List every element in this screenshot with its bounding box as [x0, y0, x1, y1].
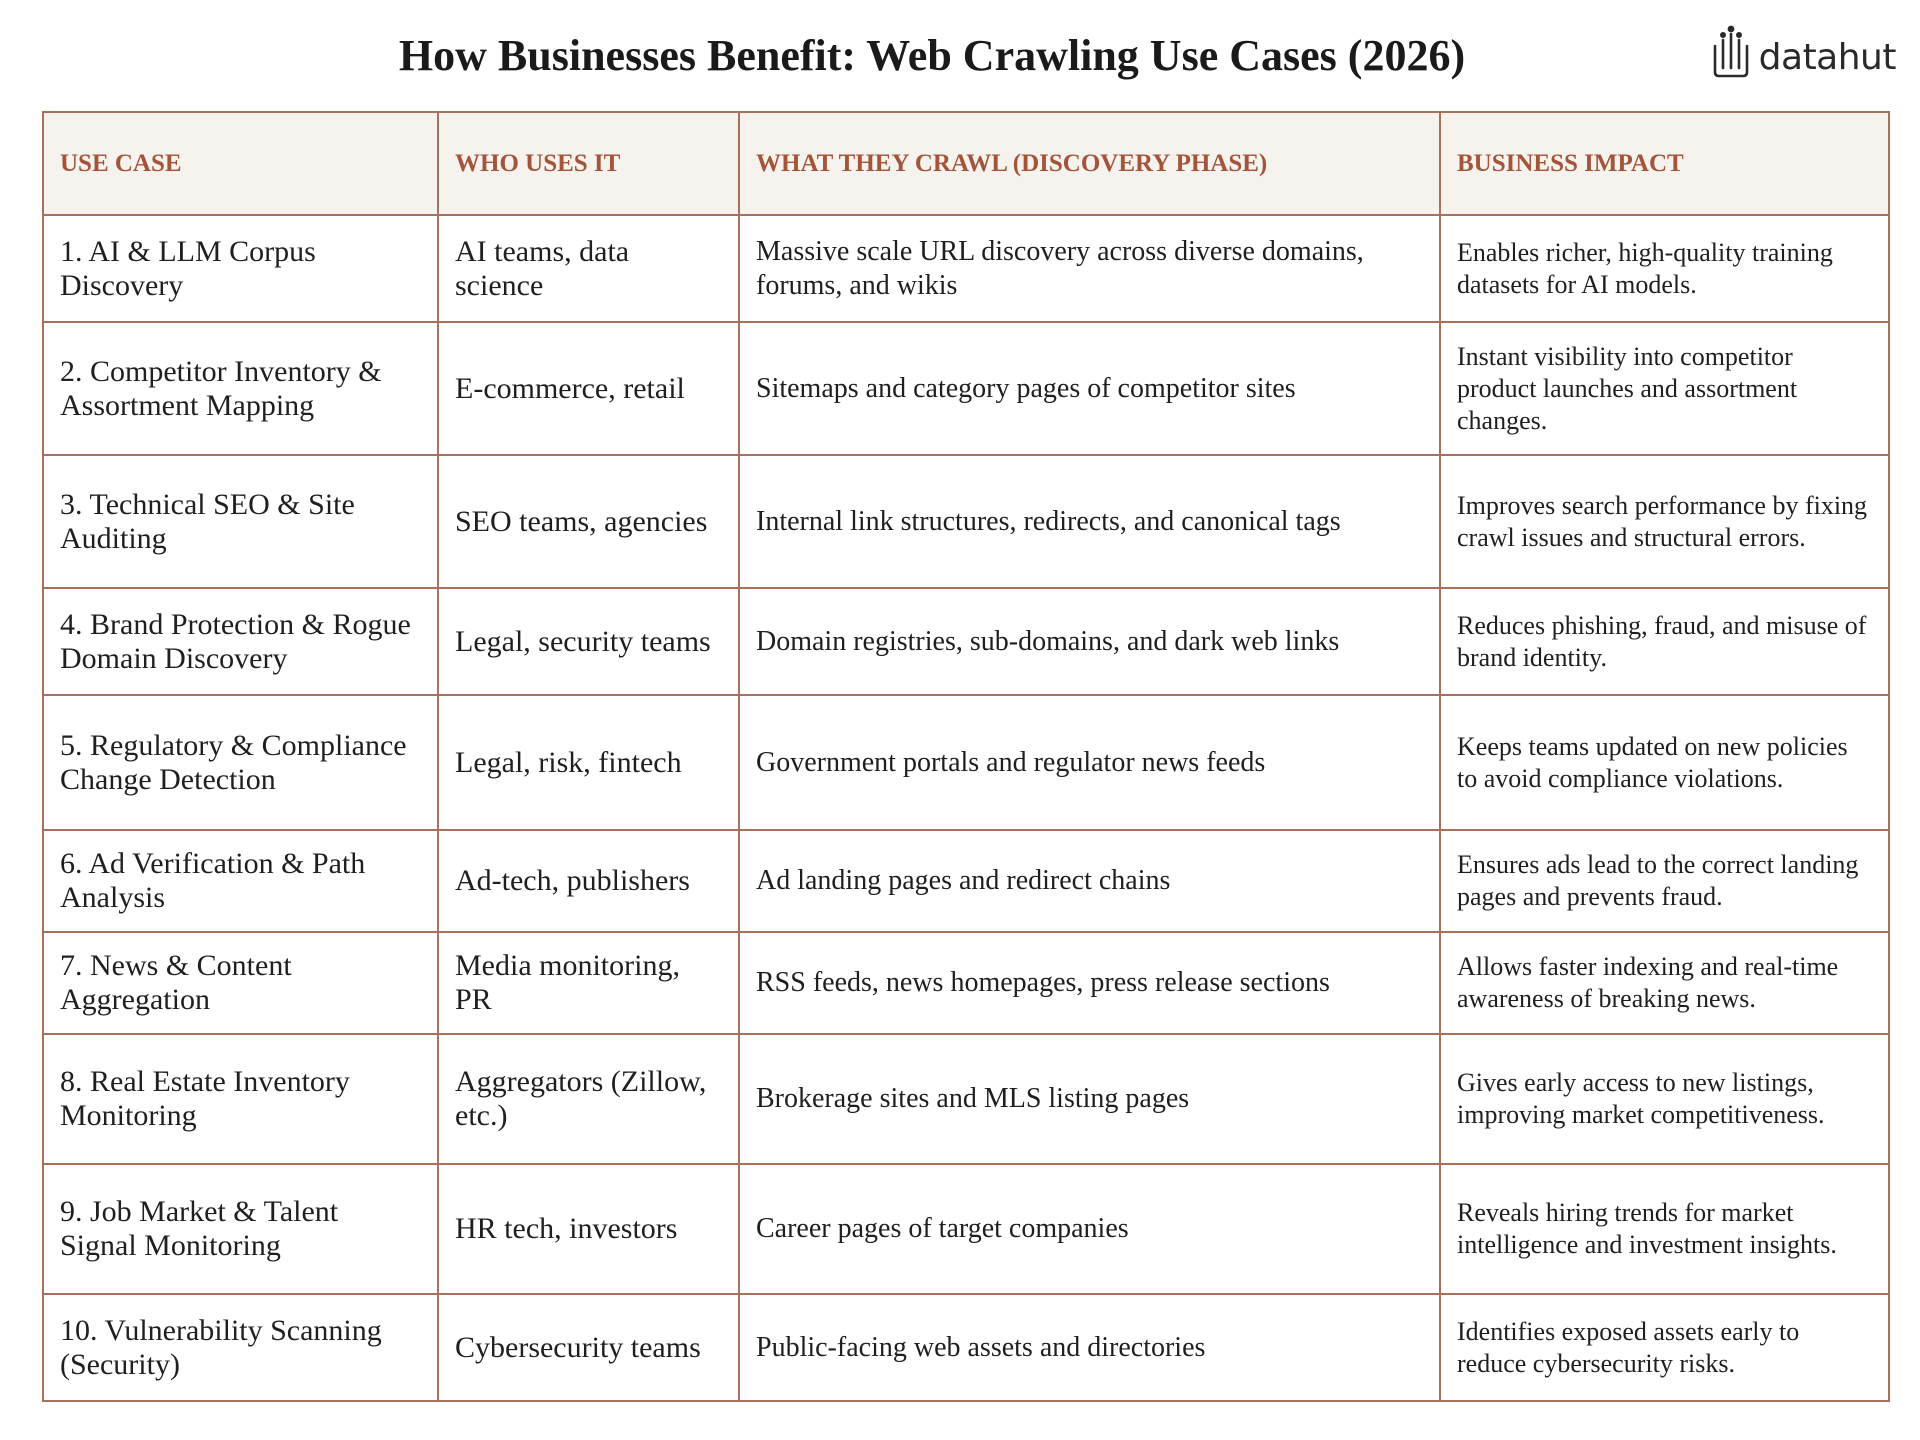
what-they-crawl-cell: Brokerage sites and MLS listing pages: [738, 1033, 1441, 1165]
what-they-crawl-cell: Internal link structures, redirects, and…: [738, 454, 1441, 589]
who-uses-cell: Media monitoring, PR: [437, 931, 740, 1035]
use-case-cell: 2. Competitor Inventory & Assortment Map…: [42, 321, 439, 456]
use-case-table: USE CASE WHO USES IT WHAT THEY CRAWL (DI…: [42, 111, 1890, 1402]
table-row: 7. News & Content Aggregation Media moni…: [42, 931, 1890, 1035]
what-they-crawl-cell: Career pages of target companies: [738, 1163, 1441, 1295]
table-row: 6. Ad Verification & Path Analysis Ad-te…: [42, 829, 1890, 933]
use-case-cell: 4. Brand Protection & Rogue Domain Disco…: [42, 587, 439, 696]
use-case-cell: 6. Ad Verification & Path Analysis: [42, 829, 439, 933]
use-case-cell: 8. Real Estate Inventory Monitoring: [42, 1033, 439, 1165]
who-uses-cell: Aggregators (Zillow, etc.): [437, 1033, 740, 1165]
header-what-they-crawl: WHAT THEY CRAWL (DISCOVERY PHASE): [738, 111, 1441, 216]
table-row: 1. AI & LLM Corpus Discovery AI teams, d…: [42, 214, 1890, 323]
business-impact-cell: Gives early access to new listings, impr…: [1439, 1033, 1890, 1165]
table-row: 5. Regulatory & Compliance Change Detect…: [42, 694, 1890, 831]
what-they-crawl-cell: Public-facing web assets and directories: [738, 1293, 1441, 1402]
table-row: 4. Brand Protection & Rogue Domain Disco…: [42, 587, 1890, 696]
use-case-cell: 1. AI & LLM Corpus Discovery: [42, 214, 439, 323]
business-impact-cell: Allows faster indexing and real-time awa…: [1439, 931, 1890, 1035]
table-row: 8. Real Estate Inventory Monitoring Aggr…: [42, 1033, 1890, 1165]
who-uses-cell: Ad-tech, publishers: [437, 829, 740, 933]
table-row: 10. Vulnerability Scanning (Security) Cy…: [42, 1293, 1890, 1402]
who-uses-cell: Cybersecurity teams: [437, 1293, 740, 1402]
table-row: 9. Job Market & Talent Signal Monitoring…: [42, 1163, 1890, 1295]
who-uses-cell: Legal, security teams: [437, 587, 740, 696]
what-they-crawl-cell: Government portals and regulator news fe…: [738, 694, 1441, 831]
what-they-crawl-cell: RSS feeds, news homepages, press release…: [738, 931, 1441, 1035]
business-impact-cell: Enables richer, high-quality training da…: [1439, 214, 1890, 323]
table-row: 3. Technical SEO & Site Auditing SEO tea…: [42, 454, 1890, 589]
who-uses-cell: E-commerce, retail: [437, 321, 740, 456]
header-who-uses-it: WHO USES IT: [437, 111, 740, 216]
header-business-impact: BUSINESS IMPACT: [1439, 111, 1890, 216]
business-impact-cell: Instant visibility into competitor produ…: [1439, 321, 1890, 456]
use-case-cell: 9. Job Market & Talent Signal Monitoring: [42, 1163, 439, 1295]
datahut-logo: datahut: [1711, 24, 1897, 80]
what-they-crawl-cell: Massive scale URL discovery across diver…: [738, 214, 1441, 323]
use-case-cell: 7. News & Content Aggregation: [42, 931, 439, 1035]
logo-text: datahut: [1758, 37, 1897, 78]
what-they-crawl-cell: Ad landing pages and redirect chains: [738, 829, 1441, 933]
business-impact-cell: Reveals hiring trends for market intelli…: [1439, 1163, 1890, 1295]
use-case-cell: 5. Regulatory & Compliance Change Detect…: [42, 694, 439, 831]
who-uses-cell: SEO teams, agencies: [437, 454, 740, 589]
business-impact-cell: Ensures ads lead to the correct landing …: [1439, 829, 1890, 933]
page-title: How Businesses Benefit: Web Crawling Use…: [398, 31, 1466, 80]
datahut-logo-icon: [1713, 25, 1748, 78]
what-they-crawl-cell: Domain registries, sub-domains, and dark…: [738, 587, 1441, 696]
who-uses-cell: HR tech, investors: [437, 1163, 740, 1295]
business-impact-cell: Identifies exposed assets early to reduc…: [1439, 1293, 1890, 1402]
business-impact-cell: Improves search performance by fixing cr…: [1439, 454, 1890, 589]
use-case-cell: 10. Vulnerability Scanning (Security): [42, 1293, 439, 1402]
use-case-cell: 3. Technical SEO & Site Auditing: [42, 454, 439, 589]
what-they-crawl-cell: Sitemaps and category pages of competito…: [738, 321, 1441, 456]
business-impact-cell: Keeps teams updated on new policies to a…: [1439, 694, 1890, 831]
who-uses-cell: AI teams, data science: [437, 214, 740, 323]
table-row: 2. Competitor Inventory & Assortment Map…: [42, 321, 1890, 456]
table-header-row: USE CASE WHO USES IT WHAT THEY CRAWL (DI…: [42, 111, 1890, 216]
header-use-case: USE CASE: [42, 111, 439, 216]
who-uses-cell: Legal, risk, fintech: [437, 694, 740, 831]
business-impact-cell: Reduces phishing, fraud, and misuse of b…: [1439, 587, 1890, 696]
